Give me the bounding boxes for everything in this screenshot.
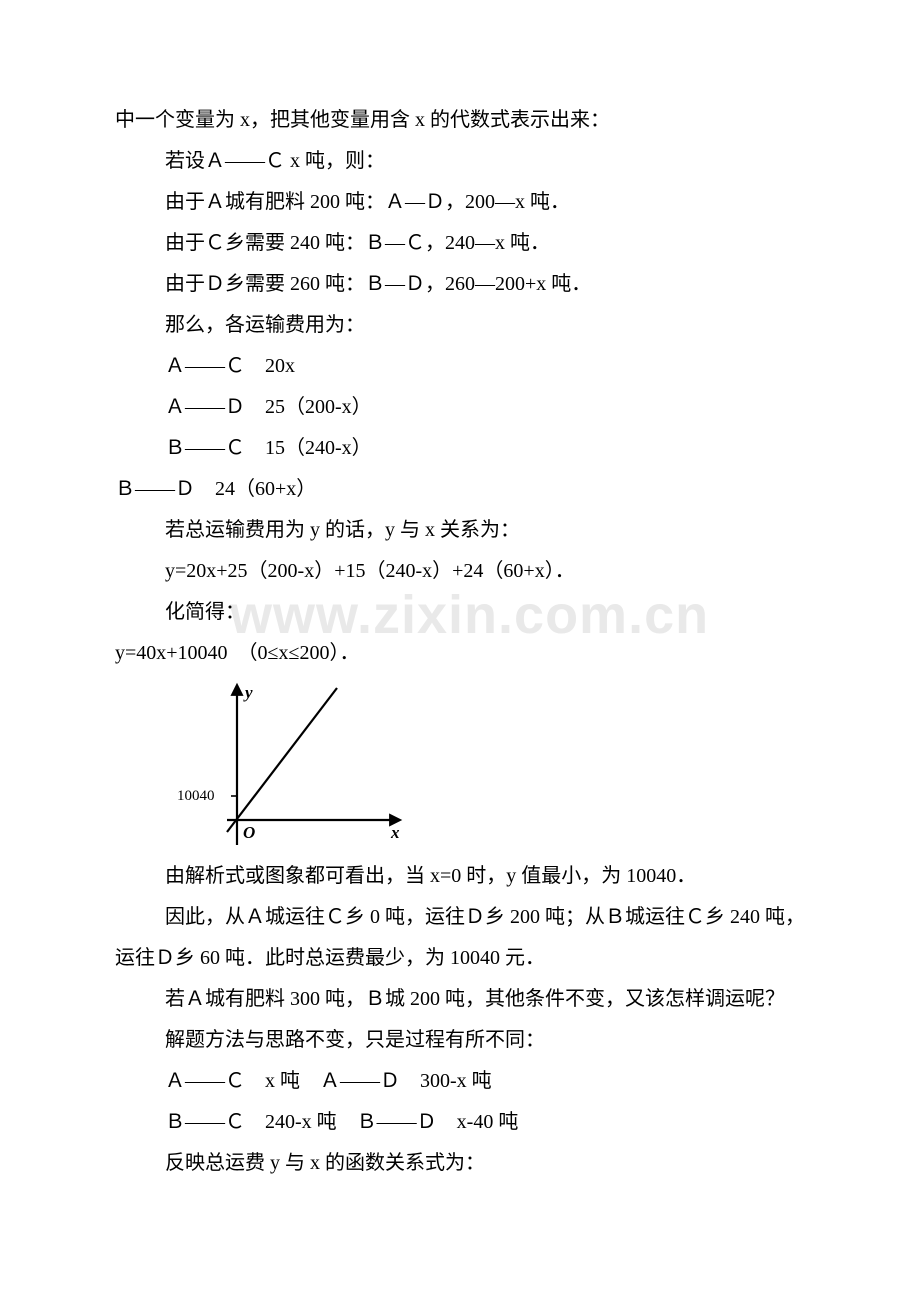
body-line: Ｂ——Ｄ 24（60+x） bbox=[115, 469, 805, 510]
document-page: www.zixin.com.cn 中一个变量为 x，把其他变量用含 x 的代数式… bbox=[0, 0, 920, 1302]
body-line: y=20x+25（200-x）+15（240-x）+24（60+x）． bbox=[115, 551, 805, 592]
body-line: 由解析式或图象都可看出，当 x=0 时，y 值最小，为 10040． bbox=[115, 856, 805, 897]
body-line: 由于Ａ城有肥料 200 吨：Ａ—Ｄ，200—x 吨． bbox=[115, 182, 805, 223]
body-line: 反映总运费 y 与 x 的函数关系式为： bbox=[115, 1143, 805, 1184]
body-line: Ａ——Ｃ x 吨 Ａ——Ｄ 300-x 吨 bbox=[115, 1061, 805, 1102]
graph-svg: y x O 10040 bbox=[167, 680, 407, 850]
body-line: Ａ——Ｄ 25（200-x） bbox=[115, 387, 805, 428]
body-line: Ｂ——Ｃ 240-x 吨 Ｂ——Ｄ x-40 吨 bbox=[115, 1102, 805, 1143]
body-line: Ａ——Ｃ 20x bbox=[115, 346, 805, 387]
body-line: 化简得： bbox=[115, 592, 805, 633]
body-line: 若Ａ城有肥料 300 吨，Ｂ城 200 吨，其他条件不变，又该怎样调运呢？ bbox=[115, 979, 805, 1020]
body-line: 若设Ａ——Ｃ x 吨，则： bbox=[115, 141, 805, 182]
body-line: y=40x+10040 （0≤x≤200）． bbox=[115, 633, 805, 674]
body-line: 解题方法与思路不变，只是过程有所不同： bbox=[115, 1020, 805, 1061]
svg-text:x: x bbox=[390, 823, 400, 842]
body-line: 中一个变量为 x，把其他变量用含 x 的代数式表示出来： bbox=[115, 100, 805, 141]
svg-text:y: y bbox=[243, 683, 253, 702]
body-line: 那么，各运输费用为： bbox=[115, 305, 805, 346]
svg-text:10040: 10040 bbox=[177, 788, 215, 804]
body-line: 若总运输费用为 y 的话，y 与 x 关系为： bbox=[115, 510, 805, 551]
body-line: 因此，从Ａ城运往Ｃ乡 0 吨，运往Ｄ乡 200 吨；从Ｂ城运往Ｃ乡 240 吨，… bbox=[115, 897, 805, 979]
svg-text:O: O bbox=[243, 823, 255, 842]
page-content: 中一个变量为 x，把其他变量用含 x 的代数式表示出来： 若设Ａ——Ｃ x 吨，… bbox=[115, 100, 805, 1184]
body-line: 由于Ｃ乡需要 240 吨：Ｂ—Ｃ，240—x 吨． bbox=[115, 223, 805, 264]
body-line: Ｂ——Ｃ 15（240-x） bbox=[115, 428, 805, 469]
body-line: 由于Ｄ乡需要 260 吨：Ｂ—Ｄ，260—200+x 吨． bbox=[115, 264, 805, 305]
line-graph: y x O 10040 bbox=[167, 680, 805, 850]
